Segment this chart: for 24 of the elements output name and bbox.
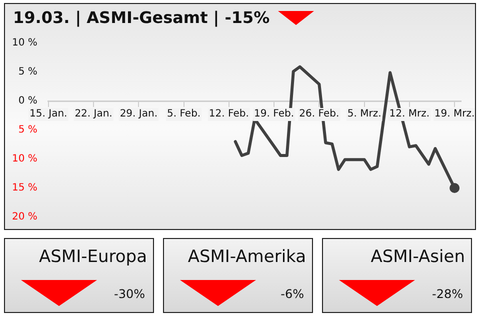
text: ASMI-Amerika [188,247,306,267]
x-tick-label: 12. Feb. [208,108,249,120]
x-tick-label: 19. Feb. [254,108,294,120]
y-tick-label: 15 % [12,182,38,194]
x-tick-label: 26. Feb. [299,108,340,120]
x-tick-label: 19. Mrz. [434,108,475,120]
x-tick-label: 29. Jan. [120,108,158,120]
text: -30% [114,287,145,301]
text: -6% [280,287,304,301]
x-tick-label: 5. Feb. [166,108,201,120]
x-tick-label: 5. Mrz. [347,108,382,120]
y-tick-label: 0 % [18,96,38,107]
text: ASMI-Europa [39,247,147,267]
x-tick-label: 15. Jan. [30,108,68,120]
y-tick-label: 20 % [12,212,38,223]
text: -28% [432,287,463,301]
y-tick-label: 10 % [12,154,38,165]
x-tick-label: 22. Jan. [74,108,112,120]
y-tick-label: 5 % [18,124,38,136]
x-tick-label: 12. Mrz. [389,108,430,120]
text: ASMI-Asien [370,247,465,267]
y-tick-label: 5 % [18,66,38,78]
chart-title: 19.03. | ASMI-Gesamt | -15% [13,8,270,27]
y-tick-label: 10 % [12,38,38,49]
